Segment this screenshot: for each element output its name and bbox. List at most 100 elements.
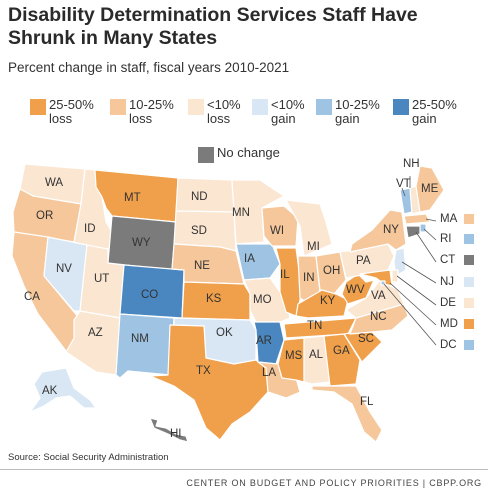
state-KY bbox=[295, 289, 349, 319]
legend-swatch-loss-10-25 bbox=[110, 99, 126, 115]
callout-DE: DE bbox=[440, 297, 474, 309]
state-WI bbox=[261, 205, 299, 247]
callout-label-DE: DE bbox=[440, 297, 456, 309]
label-CO: CO bbox=[141, 289, 158, 301]
callout-swatch-DC bbox=[464, 340, 474, 350]
state-OH bbox=[315, 251, 347, 295]
label-NM: NM bbox=[131, 333, 149, 345]
label-NC: NC bbox=[370, 311, 387, 323]
callout-MA: MA bbox=[440, 213, 474, 225]
legend-swatch-loss-lt10 bbox=[188, 99, 204, 115]
legend-item-gain-10-25: 10-25% gain bbox=[316, 98, 380, 126]
legend-label-gain-25-50: 25-50% gain bbox=[412, 97, 457, 126]
callout-DC: DC bbox=[440, 339, 474, 351]
label-FL: FL bbox=[360, 396, 374, 408]
callout-swatch-RI bbox=[464, 234, 474, 244]
label-TX: TX bbox=[196, 365, 211, 377]
callout-swatch-CT bbox=[464, 255, 474, 265]
label-KY: KY bbox=[320, 295, 336, 307]
state-IA bbox=[235, 243, 281, 281]
chart-title: Disability Determination Services Staff … bbox=[8, 4, 418, 49]
label-AR: AR bbox=[256, 335, 272, 347]
footer-credit: CENTER ON BUDGET AND POLICY PRIORITIES |… bbox=[186, 478, 482, 488]
state-FL bbox=[311, 385, 383, 443]
label-ND: ND bbox=[191, 191, 208, 203]
label-AZ: AZ bbox=[88, 327, 103, 339]
label-HI: HI bbox=[170, 428, 182, 440]
label-ME: ME bbox=[421, 183, 439, 195]
state-NM bbox=[115, 313, 175, 379]
legend-swatch-gain-lt10 bbox=[252, 99, 268, 115]
legend-swatch-gain-25-50 bbox=[393, 99, 409, 115]
label-MN: MN bbox=[232, 207, 250, 219]
label-VT: VT bbox=[396, 178, 411, 190]
legend-label-no-change: No change bbox=[217, 145, 280, 160]
legend-label-loss-lt10: <10% loss bbox=[207, 97, 241, 126]
label-MI: MI bbox=[307, 241, 320, 253]
label-OR: OR bbox=[36, 210, 53, 222]
chart-subtitle: Percent change in staff, fiscal years 20… bbox=[8, 60, 290, 75]
callout-label-CT: CT bbox=[440, 254, 456, 266]
label-LA: LA bbox=[262, 367, 276, 379]
legend-label-loss-10-25: 10-25% loss bbox=[129, 97, 174, 126]
label-MO: MO bbox=[253, 294, 272, 306]
callout-MD: MD bbox=[440, 318, 474, 330]
callout-swatch-NJ bbox=[464, 277, 474, 287]
legend-label-gain-lt10: <10% gain bbox=[271, 97, 305, 126]
label-OK: OK bbox=[216, 327, 233, 339]
callout-RI: RI bbox=[440, 233, 474, 245]
callout-label-MA: MA bbox=[440, 213, 458, 225]
label-MT: MT bbox=[124, 192, 141, 204]
label-CA: CA bbox=[24, 291, 40, 303]
callout-label-DC: DC bbox=[440, 339, 457, 351]
label-VA: VA bbox=[371, 290, 386, 302]
legend-item-loss-10-25: 10-25% loss bbox=[110, 98, 174, 126]
label-PA: PA bbox=[356, 255, 371, 267]
label-WI: WI bbox=[270, 225, 284, 237]
label-NY: NY bbox=[383, 224, 399, 236]
label-NH: NH bbox=[403, 158, 420, 170]
legend-item-no-change: No change bbox=[198, 146, 280, 163]
legend-label-loss-25-50: 25-50% loss bbox=[49, 97, 94, 126]
footer: CENTER ON BUDGET AND POLICY PRIORITIES |… bbox=[0, 469, 488, 497]
legend-item-loss-lt10: <10% loss bbox=[188, 98, 241, 126]
source-note: Source: Social Security Administration bbox=[8, 452, 169, 463]
state-HI bbox=[149, 417, 189, 443]
state-NY bbox=[349, 209, 407, 253]
legend-item-loss-25-50: 25-50% loss bbox=[30, 98, 94, 126]
label-NV: NV bbox=[56, 263, 72, 275]
callout-swatch-DE bbox=[464, 298, 474, 308]
state-IL bbox=[275, 247, 303, 317]
label-AK: AK bbox=[42, 385, 58, 397]
label-IL: IL bbox=[280, 269, 290, 281]
state-RI bbox=[419, 223, 427, 233]
callout-label-NJ: NJ bbox=[440, 276, 455, 288]
label-MS: MS bbox=[285, 350, 303, 362]
state-AK bbox=[29, 367, 97, 413]
label-WV: WV bbox=[346, 284, 365, 296]
callout-lines bbox=[383, 176, 437, 346]
callout-label-RI: RI bbox=[440, 233, 452, 245]
us-map: WA OR CA ID NV UT AZ MT WY CO NM ND SD N… bbox=[0, 155, 488, 450]
state-AL bbox=[303, 335, 331, 385]
legend-swatch-no-change bbox=[198, 147, 214, 163]
state-TX bbox=[149, 324, 269, 441]
label-KS: KS bbox=[206, 293, 222, 305]
state-MA bbox=[403, 213, 431, 225]
state-NJ bbox=[393, 247, 407, 277]
callout-swatch-MD bbox=[464, 319, 474, 329]
state-AZ bbox=[65, 310, 121, 376]
state-NV bbox=[43, 236, 88, 312]
callout-label-MD: MD bbox=[440, 318, 458, 330]
state-MI bbox=[285, 199, 333, 257]
us-map-svg: WA OR CA ID NV UT AZ MT WY CO NM ND SD N… bbox=[11, 158, 445, 443]
label-UT: UT bbox=[94, 273, 109, 285]
legend-label-gain-10-25: 10-25% gain bbox=[335, 97, 380, 126]
legend-item-gain-lt10: <10% gain bbox=[252, 98, 305, 126]
state-CT bbox=[405, 225, 421, 239]
label-IA: IA bbox=[244, 253, 255, 265]
label-ID: ID bbox=[84, 223, 96, 235]
state-labels: WA OR CA ID NV UT AZ MT WY CO NM ND SD N… bbox=[24, 158, 439, 440]
label-IN: IN bbox=[303, 272, 315, 284]
label-OH: OH bbox=[323, 265, 340, 277]
